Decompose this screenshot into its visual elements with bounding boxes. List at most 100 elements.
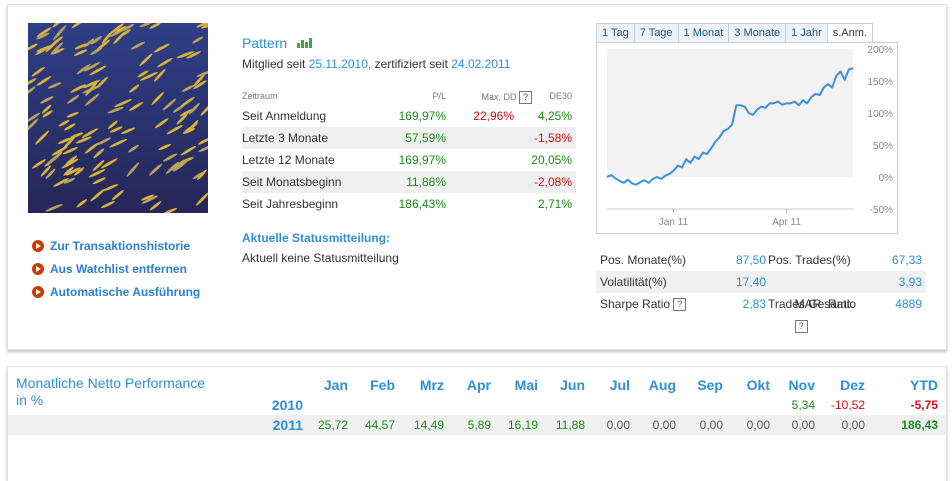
month-value: 5,34 (791, 398, 815, 412)
fish-shape (181, 85, 195, 92)
fish-shape (28, 78, 37, 88)
month-value: 0,00 (746, 418, 770, 432)
link-label: Aus Watchlist entfernen (50, 262, 187, 276)
fish-shape (62, 135, 77, 150)
transaction-history-link[interactable]: Zur Transaktionshistorie (32, 237, 190, 255)
y-tick-label: 150% (867, 77, 893, 88)
fish-shape (188, 102, 200, 115)
fish-shape (192, 74, 205, 88)
trades-total-value: 4889 (895, 297, 922, 311)
fish-shape (88, 169, 106, 178)
fish-shape (176, 113, 188, 125)
tab-7-days[interactable]: 7 Tage (633, 23, 678, 43)
trader-profile-card: Zur Transaktionshistorie Aus Watchlist e… (7, 4, 947, 350)
fish-shape (70, 132, 84, 139)
fish-shape (74, 167, 85, 176)
fish-shape (92, 160, 105, 172)
month-header: Okt (746, 377, 770, 393)
status-heading: Aktuelle Statusmitteilung: (242, 231, 391, 245)
month-value: 0,00 (791, 418, 815, 432)
membership-info: Mitglied seit 25.11.2010, zertifiziert s… (242, 57, 510, 71)
table-row: Letzte 12 Monate 169,97% 20,05% (242, 149, 576, 171)
certified-since-date: 24.02.2011 (451, 57, 511, 71)
fish-shape (52, 23, 63, 28)
arrow-circle-icon (32, 263, 44, 275)
fish-shape (96, 39, 111, 51)
fish-shape (107, 106, 124, 114)
monthly-row: 2011 25,72 44,57 14,49 5,89 16,19 11,88 0,00 0,0… (8, 415, 946, 435)
fish-shape (196, 69, 208, 77)
fish-shape (28, 112, 41, 123)
help-icon[interactable]: ? (519, 91, 532, 104)
fish-shape (197, 169, 207, 180)
fish-shape (101, 31, 113, 44)
status-text: Aktuell keine Statusmitteilung (242, 251, 399, 265)
pos-months-label: Pos. Monate(%) (600, 253, 687, 267)
help-icon[interactable]: ? (673, 298, 687, 312)
fish-shape (100, 158, 118, 169)
fish-shape (63, 166, 74, 176)
fish-shape (51, 146, 68, 156)
month-header: Mrz (419, 377, 444, 393)
fish-shape (66, 112, 79, 118)
fish-shape (51, 47, 65, 55)
fish-shape (107, 120, 118, 130)
fish-shape (130, 41, 146, 50)
fish-shape (192, 36, 204, 44)
tab-3-months[interactable]: 3 Monate (728, 23, 786, 43)
fish-shape (139, 23, 153, 28)
tab-1-month[interactable]: 1 Monat (677, 23, 729, 43)
fish-shape (166, 125, 183, 135)
pl-value: 57,59% (405, 131, 446, 145)
performance-chart: 200% 150% 100% 50% 0% -50% Jan 11 Apr 11 (596, 42, 898, 234)
month-value: 0,00 (606, 418, 630, 432)
link-label: Automatische Ausführung (50, 285, 201, 299)
month-header: Aug (648, 377, 676, 393)
header-benchmark: DE30 (549, 91, 572, 101)
fish-shape (141, 195, 158, 204)
benchmark-value: 2,71% (537, 197, 572, 211)
month-header: Apr (466, 377, 491, 393)
fish-shape (151, 91, 165, 105)
table-row: Seit Jahresbeginn 186,43% 2,71% (242, 193, 576, 215)
fish-shape (84, 93, 100, 106)
fish-shape (193, 80, 207, 90)
fish-shape (126, 162, 140, 177)
fish-shape (137, 70, 149, 78)
remove-watchlist-link[interactable]: Aus Watchlist entfernen (32, 260, 187, 278)
fish-shape (139, 53, 153, 67)
fish-shape (114, 25, 127, 34)
help-icon[interactable]: ? (794, 320, 808, 334)
fish-shape (101, 201, 115, 209)
tab-since-registration[interactable]: s.Anm. (826, 23, 873, 43)
fish-shape (119, 29, 131, 37)
mar-ratio-label-group: MAR Ratio ? (768, 271, 856, 359)
member-since-date: 25.11.2010, (308, 57, 372, 71)
volatility-value: 17,40 (735, 275, 766, 289)
benchmark-value: -2,08% (533, 175, 572, 189)
tab-1-day[interactable]: 1 Tag (596, 23, 634, 43)
fish-shape (121, 23, 135, 32)
fish-shape (162, 207, 177, 213)
fish-shape (109, 139, 128, 148)
fish-shape (28, 86, 36, 97)
trades-total-label: Trades Gesamt: (768, 297, 854, 311)
monthly-header-row: Jan Feb Mrz Apr Mai Jun Jul Aug Sep Okt Nov Dez YTD (8, 375, 946, 395)
fish-shape (35, 130, 50, 145)
maxdd-value: 22,96% (473, 109, 514, 123)
fish-shape (45, 203, 63, 212)
tab-1-year[interactable]: 1 Jahr (785, 23, 827, 43)
auto-execution-link[interactable]: Automatische Ausführung (32, 283, 200, 301)
fish-shape (201, 23, 208, 29)
trader-name[interactable]: Pattern (242, 35, 313, 51)
y-tick-label: -50% (870, 205, 893, 216)
fish-shape (41, 104, 52, 114)
fish-shape (28, 43, 38, 52)
fish-shape (162, 153, 178, 162)
fish-shape (121, 127, 136, 135)
fish-shape (63, 177, 75, 184)
y-tick-label: 50% (873, 141, 893, 152)
pl-value: 186,43% (398, 197, 446, 211)
stats-row: Sharpe Ratio ? 2,83 Trades Gesamt: 4889 (596, 293, 926, 315)
trader-avatar-image (28, 23, 208, 213)
